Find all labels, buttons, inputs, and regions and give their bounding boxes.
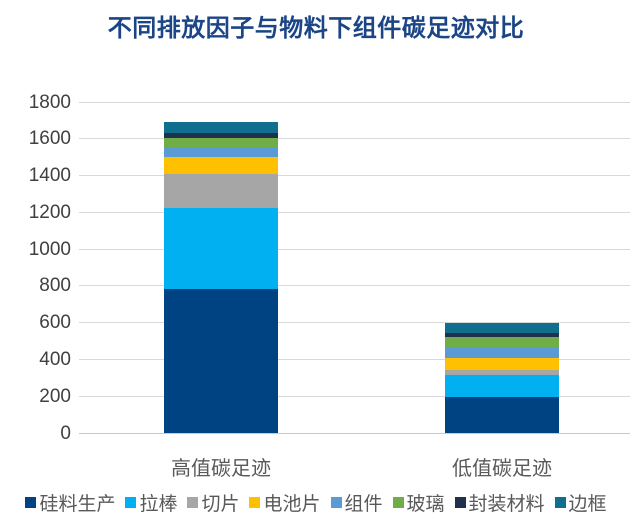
y-axis-label: 0 [60,422,71,444]
bar-segment [164,207,278,289]
legend-swatch-icon [330,497,342,508]
legend-item: 电池片 [249,489,321,516]
stacked-bar [164,102,278,433]
legend: 硅料生产 拉棒 切片 电池片 组件 玻璃 封装材料 边框 [0,489,632,516]
chart-title: 不同排放因子与物料下组件碳足迹对比 [107,15,525,42]
legend-swatch-icon [554,497,566,508]
legend-label: 电池片 [263,494,321,515]
legend-label: 组件 [344,494,383,515]
bar-segment [164,137,278,148]
bar-segment [164,157,278,174]
legend-item: 组件 [330,489,383,516]
x-axis-line [79,432,630,434]
gridline [79,175,630,177]
y-axis-label: 1800 [28,91,71,113]
y-axis-label: 400 [39,348,71,370]
gridline [79,358,630,360]
bar-segment [445,357,559,371]
legend-swatch-icon [392,497,404,508]
bar-segment [445,348,559,358]
legend-swatch-icon [249,497,261,508]
legend-label: 切片 [201,494,240,515]
legend-item: 封装材料 [454,489,545,516]
x-axis-label: 高值碳足迹 [171,458,271,480]
y-axis-label: 200 [39,385,71,407]
legend-swatch-icon [125,497,137,508]
gridline [79,248,630,250]
legend-item: 边框 [554,489,607,516]
legend-swatch-icon [454,497,466,508]
legend-label: 边框 [568,494,607,515]
bar-segment [164,288,278,433]
gridline [79,322,630,324]
gridline [79,395,630,397]
legend-item: 切片 [187,489,239,516]
bar-segment [445,375,559,398]
gridline [79,211,630,213]
bar-segment [445,397,559,433]
gridline [79,101,630,103]
bar-segment [164,133,278,138]
legend-swatch-icon [187,497,199,508]
x-axis-label: 低值碳足迹 [452,458,552,480]
y-axis-label: 800 [39,275,71,297]
bar-segment [164,147,278,158]
legend-item: 拉棒 [125,489,177,516]
bar-segment [164,122,278,134]
y-axis-label: 1000 [28,238,71,260]
legend-label: 拉棒 [139,494,178,515]
bar-segment [445,337,559,349]
legend-item: 硅料生产 [25,489,115,516]
stacked-bar [445,102,559,433]
bar-segment [164,173,278,208]
legend-label: 硅料生产 [39,494,116,515]
bar-segment [445,370,559,376]
bar-segment [445,322,559,333]
bar-segment [445,332,559,338]
legend-item: 玻璃 [392,489,445,516]
y-axis-label: 600 [39,312,71,334]
y-axis-label: 1400 [28,165,71,187]
legend-label: 玻璃 [406,494,445,515]
legend-label: 封装材料 [468,494,545,515]
gridline [79,138,630,140]
gridline [79,285,630,287]
y-axis-label: 1600 [28,128,71,150]
y-axis-label: 1200 [28,201,71,223]
legend-swatch-icon [25,497,37,508]
